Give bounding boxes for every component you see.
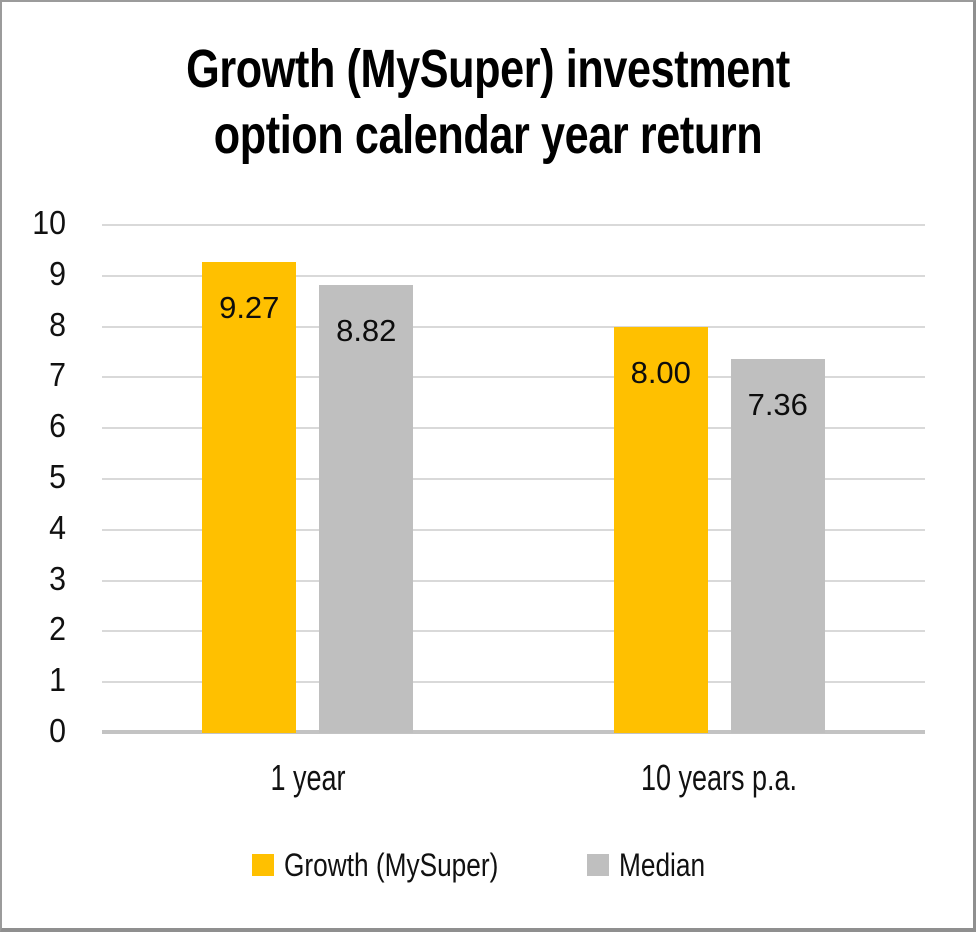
bar-growth-mysuper: [202, 262, 297, 733]
gridline-y-3: [102, 579, 925, 582]
legend-label-median: Median: [619, 847, 706, 883]
gridline-y-4: [102, 528, 925, 531]
category-label: 10 years p.a.: [641, 757, 798, 798]
gridline-y-5: [102, 478, 925, 480]
bar-median: [730, 359, 825, 733]
y-axis-tick-label: 4: [49, 508, 66, 546]
y-axis-tick-label: 9: [49, 254, 66, 292]
y-axis-tick-label: 10: [32, 204, 66, 241]
legend-swatch-growth-mysuper: [251, 854, 274, 876]
legend-item-median: Median: [587, 846, 724, 884]
legend-item-growth-mysuper: Growth (MySuper): [251, 846, 545, 884]
y-axis-tick-label: 6: [49, 407, 66, 445]
category-label: 1 year: [270, 757, 346, 798]
x-axis-line: [102, 730, 925, 734]
bar-value-label-growth-mysuper: 9.27: [219, 290, 280, 326]
y-axis-tick-label: 2: [49, 610, 66, 648]
bar-value-label-median: 8.82: [336, 312, 397, 348]
bar-median: [319, 284, 414, 733]
bar-value-label-median: 7.36: [747, 387, 808, 423]
y-axis-tick-label: 5: [49, 458, 66, 495]
legend-swatch-median: [587, 854, 610, 876]
y-axis-tick-label: 1: [49, 661, 66, 699]
bar-value-label-growth-mysuper: 8.00: [630, 354, 691, 390]
y-axis-tick-label: 0: [49, 712, 66, 749]
gridline-y-2: [102, 630, 925, 633]
gridline-y-7: [102, 376, 925, 379]
gridline-y-8: [102, 325, 925, 328]
legend: Growth (MySuper) Median: [0, 844, 976, 886]
chart-title: Growth (MySuper) investment option calen…: [186, 39, 790, 165]
y-axis-tick-label: 7: [49, 356, 66, 394]
gridline-y-10: [102, 224, 925, 226]
legend-label-growth-mysuper: Growth (MySuper): [283, 847, 499, 883]
bar-growth-mysuper: [613, 326, 708, 733]
y-axis-tick-label: 8: [49, 305, 66, 343]
gridline-y-1: [102, 681, 925, 684]
y-axis-tick-label: 3: [49, 559, 66, 597]
gridline-y-9: [102, 274, 925, 277]
gridline-y-6: [102, 427, 925, 430]
